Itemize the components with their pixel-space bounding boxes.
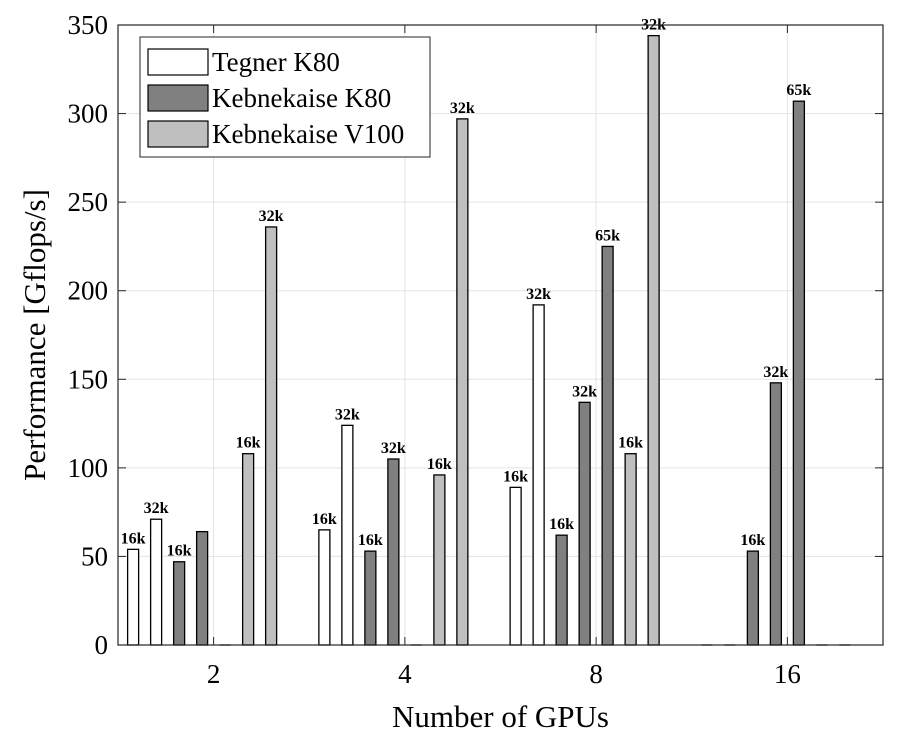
y-tick-label: 150 bbox=[68, 364, 109, 394]
bar bbox=[126, 548, 140, 646]
bar bbox=[318, 529, 331, 646]
bar-value-label: 16k bbox=[740, 532, 765, 549]
bar bbox=[456, 118, 469, 646]
bar bbox=[241, 453, 255, 646]
x-tick-label: 8 bbox=[589, 659, 603, 689]
bar bbox=[509, 486, 522, 646]
bar bbox=[433, 474, 446, 646]
legend-label: Kebnekaise V100 bbox=[212, 119, 404, 149]
bar-labels: 16k 32k 16k 16k 32k 16k 32k 16k 32k 16k 32k 16k 32k 1… bbox=[121, 17, 812, 560]
bar-value-label: 32k bbox=[144, 500, 169, 517]
x-tick-label: 16 bbox=[774, 659, 801, 689]
bar-value-label: 32k bbox=[335, 406, 360, 423]
bar-value-label: 32k bbox=[450, 100, 475, 117]
bar-value-label: 32k bbox=[526, 286, 551, 303]
legend-label: Kebnekaise K80 bbox=[212, 83, 391, 113]
y-tick-label: 200 bbox=[68, 276, 109, 306]
bar-value-label: 16k bbox=[503, 468, 528, 485]
x-axis-title: Number of GPUs bbox=[392, 699, 609, 731]
bar-value-label: 65k bbox=[786, 82, 811, 99]
y-tick-label: 350 bbox=[68, 10, 109, 40]
x-tick-label: 4 bbox=[398, 659, 412, 689]
bar-value-label: 16k bbox=[236, 435, 261, 452]
bar bbox=[555, 534, 568, 646]
bar bbox=[647, 34, 660, 646]
bar-value-label: 16k bbox=[167, 543, 192, 560]
bar bbox=[364, 550, 377, 646]
bar-value-label: 16k bbox=[312, 511, 337, 528]
bar-value-label: 32k bbox=[259, 208, 284, 225]
legend-swatch bbox=[147, 120, 209, 148]
y-tick-label: 50 bbox=[81, 541, 108, 571]
bar bbox=[264, 226, 278, 646]
bar bbox=[341, 424, 354, 646]
bar-value-label: 16k bbox=[358, 532, 383, 549]
bar-value-label: 65k bbox=[595, 227, 620, 244]
bar bbox=[172, 561, 186, 646]
bar-value-label: 32k bbox=[763, 364, 788, 381]
legend: Tegner K80 Kebnekaise K80 Kebnekaise V100 bbox=[139, 36, 431, 158]
bar bbox=[532, 304, 545, 646]
axes-box bbox=[117, 24, 884, 646]
bar bbox=[578, 401, 591, 646]
y-tick-label: 0 bbox=[95, 630, 109, 660]
x-tick-label: 2 bbox=[207, 659, 221, 689]
bar-value-label: 16k bbox=[549, 516, 574, 533]
legend-label: Tegner K80 bbox=[212, 47, 340, 77]
bar bbox=[746, 550, 760, 646]
legend-swatch bbox=[147, 48, 209, 76]
bar bbox=[601, 245, 614, 646]
y-tick-label: 250 bbox=[68, 187, 109, 217]
bar bbox=[195, 530, 209, 646]
bar-value-label: 16k bbox=[618, 435, 643, 452]
y-tick-label: 300 bbox=[68, 99, 109, 129]
bar bbox=[792, 100, 806, 646]
bar-value-label: 32k bbox=[381, 440, 406, 457]
ticks: 0 50 100 150 200 250 300 350 2 4 8 16 bbox=[68, 10, 883, 689]
y-tick-label: 100 bbox=[68, 453, 109, 483]
bar bbox=[624, 453, 637, 646]
bar-value-label: 16k bbox=[427, 456, 452, 473]
bar-value-label: 16k bbox=[121, 530, 146, 547]
bar bbox=[149, 518, 163, 646]
bar-value-label: 32k bbox=[572, 383, 597, 400]
bar bbox=[387, 458, 400, 646]
y-axis-title: Performance [Gflops/s] bbox=[17, 189, 52, 481]
legend-swatch bbox=[147, 84, 209, 112]
bar bbox=[769, 382, 783, 646]
